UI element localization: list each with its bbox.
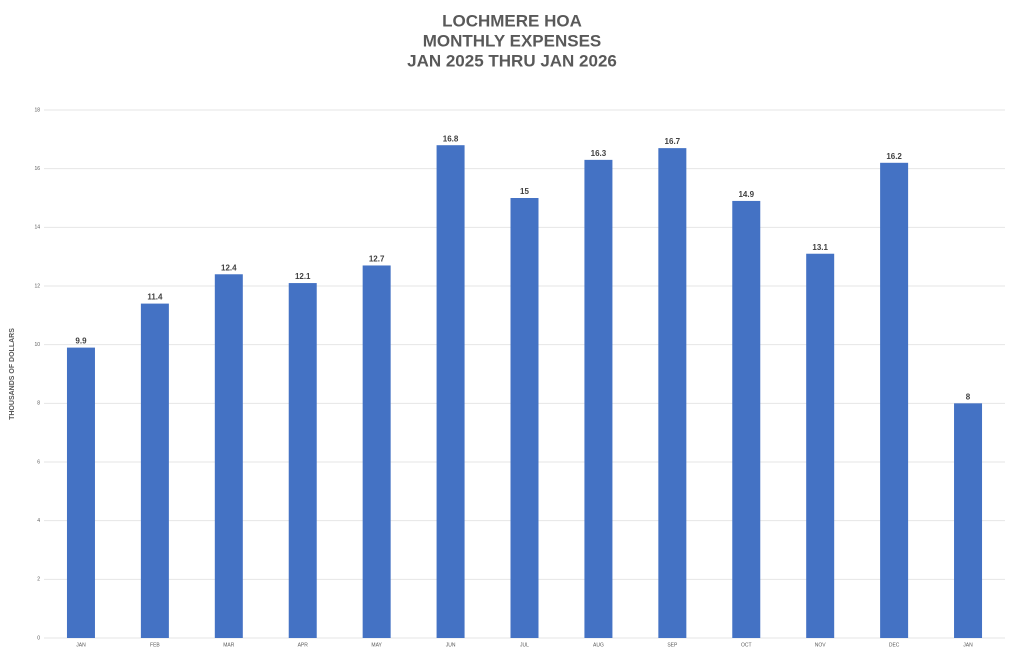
x-tick-label: APR — [298, 642, 309, 648]
chart-title: MONTHLY EXPENSES — [423, 31, 602, 50]
data-label: 16.7 — [665, 137, 681, 146]
chart-title: JAN 2025 THRU JAN 2026 — [407, 51, 617, 70]
data-label: 8 — [966, 392, 971, 401]
x-tick-label: JUN — [446, 642, 456, 648]
x-tick-label: AUG — [593, 642, 604, 648]
x-tick-label: MAY — [371, 642, 382, 648]
y-tick-label: 8 — [37, 401, 40, 407]
bar — [584, 159, 613, 638]
x-tick-label: JUL — [520, 642, 529, 648]
y-tick-label: 14 — [34, 225, 40, 231]
bar — [214, 274, 243, 638]
data-label: 12.1 — [295, 272, 311, 281]
chart-title: LOCHMERE HOA — [442, 11, 582, 30]
y-tick-label: 2 — [37, 577, 40, 583]
bar — [658, 148, 687, 638]
data-label: 12.4 — [221, 263, 237, 272]
x-tick-label: JAN — [76, 642, 86, 648]
y-tick-label: 10 — [34, 342, 40, 348]
data-label: 9.9 — [75, 337, 87, 346]
bar — [954, 403, 983, 638]
bar — [732, 200, 761, 638]
bar — [436, 145, 465, 638]
data-label: 12.7 — [369, 255, 385, 264]
data-label: 16.3 — [591, 149, 607, 158]
x-tick-label: SEP — [667, 642, 678, 648]
data-label: 11.4 — [147, 293, 163, 302]
x-tick-label: JAN — [963, 642, 973, 648]
data-label: 16.8 — [443, 134, 459, 143]
data-label: 13.1 — [812, 243, 828, 252]
bar — [880, 162, 909, 639]
bar — [288, 283, 317, 638]
bar — [362, 265, 391, 638]
x-tick-label: NOV — [815, 642, 827, 648]
bar — [140, 303, 169, 638]
y-tick-label: 0 — [37, 635, 40, 641]
y-axis-label: THOUSANDS OF DOLLARS — [9, 328, 16, 420]
y-tick-label: 16 — [34, 166, 40, 172]
x-tick-label: OCT — [741, 642, 752, 648]
data-label: 16.2 — [886, 152, 902, 161]
bar — [806, 253, 835, 638]
x-tick-label: DEC — [889, 642, 900, 648]
x-tick-label: MAR — [223, 642, 235, 648]
y-tick-label: 18 — [34, 107, 40, 113]
data-label: 15 — [520, 187, 529, 196]
data-label: 14.9 — [738, 190, 754, 199]
y-tick-label: 6 — [37, 459, 40, 465]
y-tick-label: 12 — [34, 283, 40, 289]
bar — [66, 347, 95, 638]
x-tick-label: FEB — [150, 642, 160, 648]
y-tick-label: 4 — [37, 518, 40, 524]
bar — [510, 198, 539, 638]
